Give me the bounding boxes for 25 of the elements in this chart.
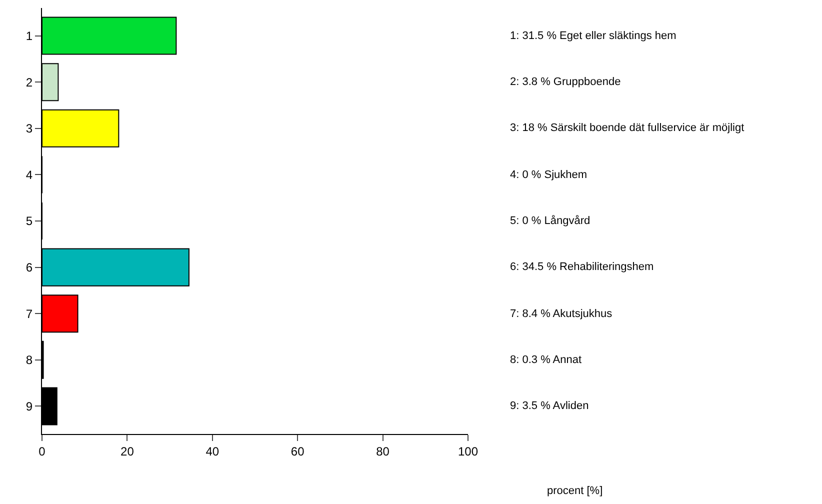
text: 7: 8.4 % Akutsjukhus: [510, 308, 613, 320]
y-tick-label: 1: [26, 28, 33, 43]
text: 9: 3.5 % Avliden: [510, 400, 589, 412]
x-tick-label: 0: [38, 444, 46, 458]
x-tick-label: 40: [206, 444, 220, 458]
x-tick-label: 80: [376, 444, 390, 458]
x-tick-label: 60: [290, 444, 305, 458]
text: 3: 18 % Särskilt boende dät fullservice är möjligt: [510, 122, 744, 134]
y-tick-label: 3: [26, 122, 33, 136]
y-tick-label: 4: [26, 168, 33, 182]
y-tick-label: 6: [26, 260, 33, 274]
x-tick-label: 20: [120, 444, 134, 458]
text: 1: 31.5 % Eget eller släktings hem: [510, 30, 676, 42]
text: 2: 3.8 % Gruppboende: [510, 76, 621, 88]
x-tick-label: 100: [458, 444, 478, 458]
text: 6: 34.5 % Rehabiliteringshem: [510, 261, 654, 273]
text: procent [%]: [547, 485, 603, 497]
text: 8: 0.3 % Annat: [510, 354, 582, 366]
y-tick-label: 2: [26, 75, 33, 90]
text: 4: 0 % Sjukhem: [510, 169, 588, 181]
y-tick-label: 7: [26, 306, 33, 321]
text: 5: 0 % Långvård: [510, 215, 590, 227]
y-tick-label: 8: [26, 353, 33, 368]
y-tick-label: 5: [26, 214, 33, 228]
y-tick-label: 9: [26, 399, 33, 414]
